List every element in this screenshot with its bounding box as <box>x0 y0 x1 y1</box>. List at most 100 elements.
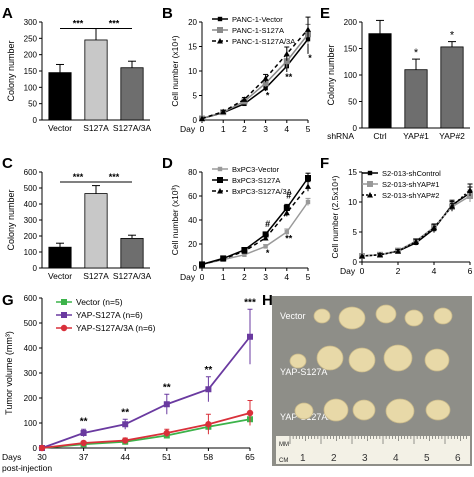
x-tick-label: 44 <box>120 452 130 462</box>
bar <box>120 237 144 269</box>
panel-a-bar-chart: 0 50 100 150 200 250 300 Colony number Vector S12… <box>6 18 151 133</box>
ruler <box>276 436 470 464</box>
legend-swatch-marker <box>217 38 223 44</box>
data-point <box>305 26 311 32</box>
tumor-specimens <box>289 304 453 424</box>
series-line <box>201 185 309 266</box>
x-tick-label: YAP#2 <box>439 131 465 141</box>
tumor-specimen <box>348 347 376 373</box>
y-axis-label: Colony number <box>6 189 16 250</box>
y-tick-label: 100 <box>24 419 38 428</box>
significance-mark: ** <box>205 365 213 376</box>
panel-letter-a: A <box>2 5 13 22</box>
x-tick-label: 2 <box>396 266 401 276</box>
panel-letter-d: D <box>162 155 173 172</box>
data-point <box>205 386 212 393</box>
bar <box>368 33 392 129</box>
x-tick-label: 30 <box>37 452 47 462</box>
y-tick-label: 250 <box>24 34 38 43</box>
panel-letter-h: H <box>262 292 273 309</box>
significance-mark: * <box>266 90 270 100</box>
y-tick-label: 400 <box>24 200 38 209</box>
legend-swatch-marker <box>61 299 67 305</box>
x-tick-label: 4 <box>432 266 437 276</box>
legend-label: PANC-1-S127A <box>232 26 284 35</box>
data-point <box>241 248 248 254</box>
legend-label: S2-013-shYAP#2 <box>382 191 439 200</box>
x-tick-label: 5 <box>306 124 311 134</box>
x-axis-label: Day <box>180 124 196 134</box>
y-axis-label: Colony number <box>326 44 336 105</box>
data-point <box>449 203 455 209</box>
tumor-specimen <box>375 304 397 324</box>
significance-mark: *** <box>109 172 120 182</box>
data-point <box>305 199 311 205</box>
significance-mark: # <box>265 219 270 229</box>
y-tick-label: 500 <box>24 319 38 328</box>
legend-swatch-marker <box>217 166 223 172</box>
y-axis-label: Cell number (2.5x10⁴) <box>330 175 340 258</box>
legend-label: PANC-1-S127A/3A <box>232 37 295 46</box>
panel-letter-f: F <box>320 155 329 172</box>
x-tick-label: S127A <box>83 271 109 281</box>
y-tick-label: 400 <box>24 344 38 353</box>
significance-mark: # <box>286 190 291 200</box>
bar <box>84 39 108 121</box>
x-tick-label: Vector <box>48 123 72 133</box>
data-point <box>284 229 289 235</box>
data-point <box>283 50 290 57</box>
series-line <box>41 336 251 449</box>
significance-mark: ** <box>121 408 129 419</box>
panel-letter-b: B <box>162 5 173 22</box>
legend-swatch-marker <box>217 177 223 183</box>
x-tick-label: 65 <box>245 452 255 462</box>
tumor-specimen <box>316 345 344 371</box>
y-tick-label: 0 <box>353 258 358 267</box>
data-point <box>263 244 268 249</box>
y-tick-label: 10 <box>188 67 197 76</box>
legend-swatch-marker <box>60 324 68 332</box>
legend-label: S2-013-shYAP#1 <box>382 180 439 189</box>
data-point <box>262 75 269 81</box>
x-tick-label: S127A <box>83 123 109 133</box>
ruler-unit-cm: CM <box>279 458 288 464</box>
y-tick-label: 0 <box>33 264 38 273</box>
y-tick-label: 300 <box>24 216 38 225</box>
tumor-specimen <box>338 306 366 330</box>
legend-label: PANC-1-Vector <box>232 15 283 24</box>
significance-mark: ** <box>163 383 171 394</box>
x-axis-label-2: post-injection <box>2 463 52 473</box>
x-tick-label: 0 <box>360 266 365 276</box>
bar <box>48 246 72 269</box>
x-tick-label: 3 <box>263 272 268 282</box>
significance-mark: ** <box>80 416 88 427</box>
x-tick-label: S127A/3A <box>113 123 152 133</box>
data-point <box>467 187 473 193</box>
series-line <box>41 412 251 449</box>
tumor-specimen <box>383 344 413 372</box>
data-point <box>242 252 247 257</box>
data-point <box>283 205 290 211</box>
y-tick-label: 20 <box>188 18 197 27</box>
y-tick-label: 300 <box>24 18 38 27</box>
x-axis-label: Days <box>2 452 21 462</box>
data-point <box>262 231 269 238</box>
x-tick-label: 0 <box>200 272 205 282</box>
x-axis-label: Day <box>180 272 196 282</box>
tumor-specimen <box>385 398 415 424</box>
photo-label-s127a: YAP-S127A <box>280 367 327 377</box>
tumor-specimen <box>323 398 349 422</box>
panel-h-tumor-photo: Vector YAP-S127A YAP-S127A/3A MM CM 1 2 … <box>272 296 472 466</box>
legend-label: YAP-S127A/3A (n=6) <box>76 323 156 333</box>
data-point <box>359 253 365 259</box>
y-tick-label: 100 <box>24 248 38 257</box>
data-point <box>122 421 129 428</box>
panel-g-line-chart: 0 100 200 300 400 500 600 30 37 44 51 58 65 Dayspost-… <box>2 294 256 473</box>
x-axis-prefix: shRNA <box>327 131 354 141</box>
ruler-number-1: 1 <box>300 453 306 464</box>
x-axis-label: Day <box>340 266 356 276</box>
panel-c-bar-chart: 0 100 200 300 400 500 600 Colony number Vector S1… <box>6 168 151 281</box>
x-tick-label: YAP#1 <box>403 131 429 141</box>
data-point <box>199 115 205 122</box>
